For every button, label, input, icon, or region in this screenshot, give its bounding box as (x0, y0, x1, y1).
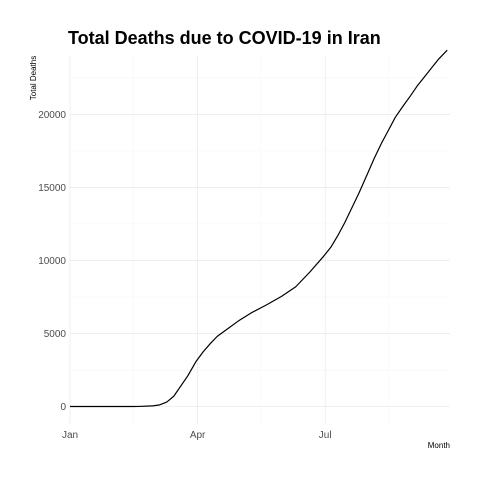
x-axis-tick-labels: Jan Apr Jul (62, 430, 332, 441)
x-tick-label: Apr (190, 430, 206, 441)
y-tick-label: 15000 (38, 183, 66, 194)
grid (69, 56, 450, 424)
x-tick-label: Jan (62, 430, 78, 441)
y-tick-label: 20000 (38, 110, 66, 121)
x-tick-label: Jul (319, 430, 332, 441)
y-axis-title: Total Deaths (29, 56, 38, 100)
y-axis-tick-labels: 0 5000 10000 15000 20000 (38, 110, 66, 413)
y-tick-label: 0 (60, 402, 66, 413)
y-tick-label: 5000 (44, 329, 67, 340)
series-line-total-deaths (70, 49, 448, 408)
y-tick-label: 10000 (38, 256, 66, 267)
x-axis-title: Month (428, 441, 450, 450)
chart-title: Total Deaths due to COVID-19 in Iran (68, 28, 381, 48)
series-layer (70, 49, 448, 408)
